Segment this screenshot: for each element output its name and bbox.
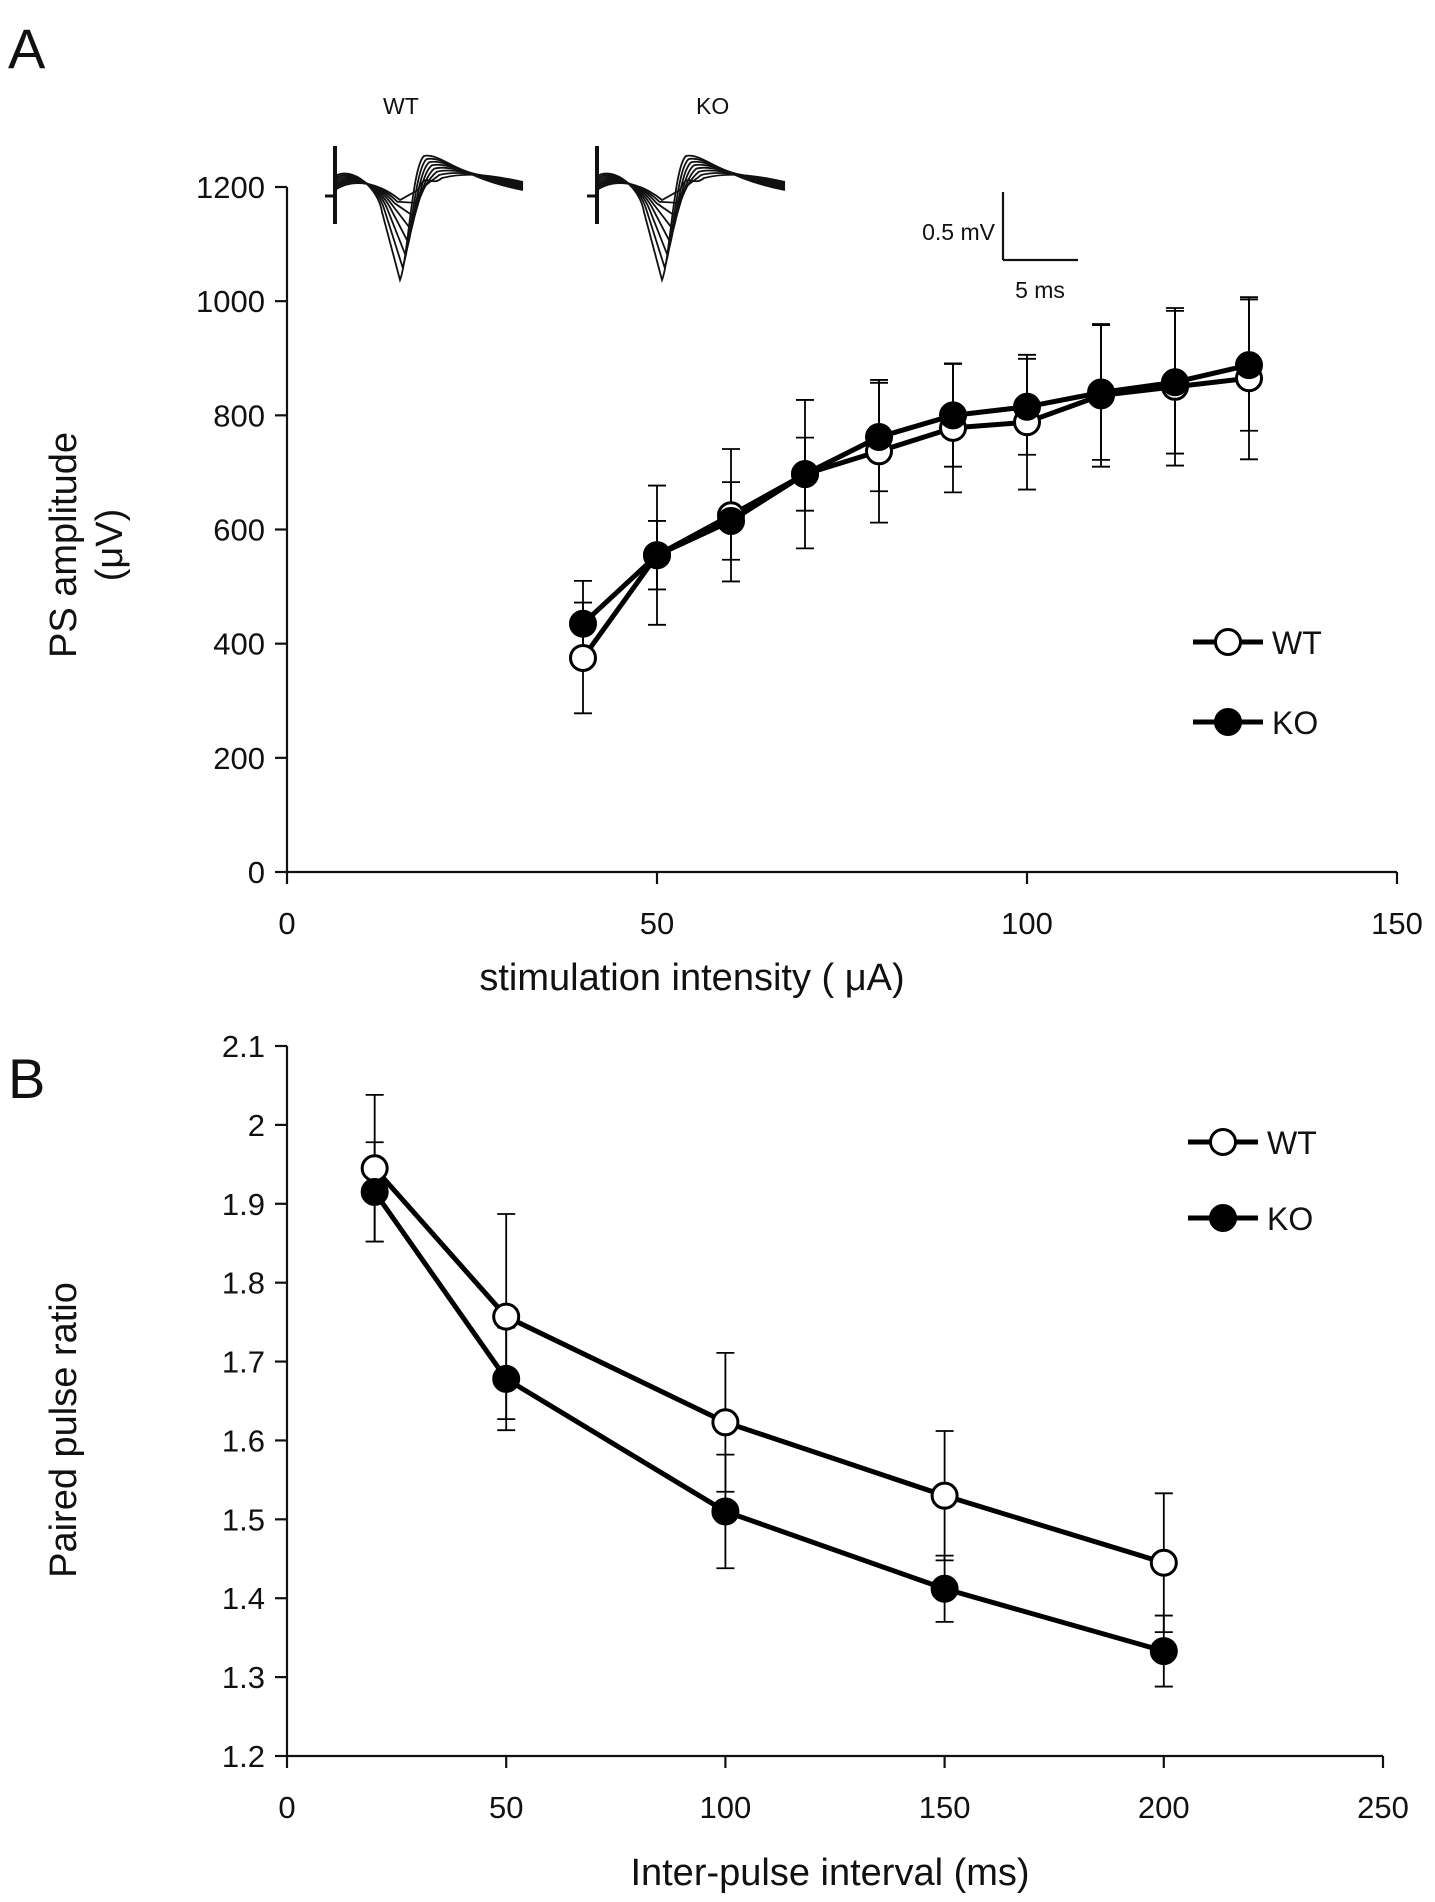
panel-b-y-tick-label: 1.4: [222, 1581, 265, 1616]
panel-b-y-tick-label: 1.9: [222, 1187, 265, 1222]
panel-a-letter: A: [8, 17, 46, 80]
panel-a-ko-line: [581, 362, 1250, 626]
panel-b-ko-line: [372, 1190, 1165, 1654]
panel-a-x-tick-label: 100: [1001, 906, 1053, 941]
panel-b-y-tick-label: 1.5: [222, 1502, 265, 1537]
panel-a-legend-wt-marker: [1214, 628, 1242, 656]
panel-a-wt-point: [569, 643, 597, 672]
panel-a-x-axis-title: stimulation intensity ( μA): [479, 957, 904, 999]
panel-a-trace-inset: WT KO 0.5 mV 5 ms: [325, 93, 1078, 303]
inset-trace-label-ko: KO: [696, 93, 729, 119]
panel-a-ko-point: [791, 460, 819, 489]
panel-a-ko-point: [939, 401, 967, 430]
panel-b-x-tick-label: 0: [278, 1790, 295, 1825]
panel-b-series: [360, 1094, 1178, 1688]
panel-a-y-tick-label: 800: [213, 398, 265, 433]
panel-a-axes: 0 200 400 600 800 1000 1200 0 50 100 150: [196, 170, 1423, 941]
panel-b-legend-wt-label: WT: [1267, 1125, 1317, 1161]
panel-a-legend: WT KO: [1193, 625, 1322, 741]
scale-bar: 0.5 mV 5 ms: [922, 192, 1078, 303]
panel-b-y-tick-label: 1.6: [222, 1423, 265, 1458]
panel-b-ko-point: [930, 1574, 959, 1603]
panel-a-x-tick-label: 150: [1371, 906, 1423, 941]
scale-bar-voltage-label: 0.5 mV: [922, 219, 996, 245]
panel-b-ko-point: [360, 1177, 389, 1206]
panel-b-x-tick-label: 100: [700, 1790, 752, 1825]
panel-b-x-tick-label: 200: [1138, 1790, 1190, 1825]
panel-b-axes: 1.2 1.3 1.4 1.5 1.6 1.7 1.8 1.9 2 2.1 0 50 100 150 200…: [222, 1029, 1409, 1825]
panel-a-ko-point: [569, 609, 597, 638]
panel-b-ko-point: [492, 1364, 521, 1393]
panel-a-x-tick-label: 50: [640, 906, 674, 941]
panel-a-ko-point: [1161, 368, 1189, 397]
panel-a-ko-point: [1235, 351, 1263, 380]
panel-b-y-tick-label: 1.7: [222, 1345, 265, 1380]
panel-b-ko-point: [711, 1497, 740, 1526]
panel-b-wt-line: [372, 1166, 1165, 1566]
panel-b-ko-point: [1149, 1637, 1178, 1666]
panel-b-y-axis-title: Paired pulse ratio: [43, 1282, 85, 1578]
panel-a-ko-point: [1087, 378, 1115, 407]
inset-trace-label-wt: WT: [383, 93, 419, 119]
panel-a-y-tick-label: 400: [213, 627, 265, 662]
panel-a-legend-wt-label: WT: [1272, 625, 1322, 661]
panel-b-legend-ko-marker: [1209, 1204, 1237, 1232]
panel-b: B 1.2 1.3 1.4 1.5 1.6 1.7 1.8 1.9 2 2.1 0 50 100 150 2…: [8, 1029, 1409, 1894]
panel-a-y-axis-title-line-2: (μV): [89, 509, 131, 582]
panel-b-x-axis-title: Inter-pulse interval (ms): [630, 1852, 1029, 1894]
panel-b-letter: B: [8, 1047, 45, 1110]
panel-b-x-tick-label: 250: [1357, 1790, 1409, 1825]
panel-a-x-tick-label: 0: [278, 906, 295, 941]
ko-field-potential-traces: [587, 146, 786, 283]
panel-a-y-axis-title-line-1: PS amplitude: [43, 432, 85, 658]
panel-a-y-tick-label: 200: [213, 741, 265, 776]
panel-b-legend-wt-marker: [1209, 1128, 1237, 1156]
ko-trace: [596, 154, 786, 283]
panel-a-legend-ko-label: KO: [1272, 705, 1318, 741]
wt-field-potential-traces: [325, 146, 524, 283]
panel-b-legend-ko-label: KO: [1267, 1201, 1313, 1237]
panel-a-wt-line: [580, 375, 1250, 660]
panel-a-y-tick-label: 1200: [196, 170, 265, 205]
panel-b-y-tick-label: 2.1: [222, 1029, 265, 1064]
panel-a-ko-point: [1013, 392, 1041, 421]
panel-b-y-tick-label: 2: [248, 1108, 265, 1143]
panel-a-series: [569, 296, 1263, 715]
panel-a: A 0 200 400 600 800 1000 1200 0 50 100 150 WT KO 0…: [8, 17, 1423, 999]
panel-b-wt-point: [1149, 1548, 1178, 1577]
wt-trace: [334, 154, 524, 283]
scale-bar-time-label: 5 ms: [1015, 277, 1065, 303]
panel-a-y-tick-label: 600: [213, 513, 265, 548]
panel-b-wt-point: [360, 1154, 389, 1183]
panel-a-legend-ko-marker: [1214, 708, 1242, 736]
panel-a-ko-point: [865, 423, 893, 452]
panel-b-wt-point: [711, 1408, 740, 1437]
panel-b-y-tick-label: 1.8: [222, 1266, 265, 1301]
panel-a-y-tick-label: 1000: [196, 284, 265, 319]
panel-a-y-tick-label: 0: [248, 855, 265, 890]
panel-a-y-axis-title: PS amplitude (μV): [43, 432, 131, 658]
panel-b-x-tick-label: 50: [489, 1790, 523, 1825]
panel-a-ko-point: [717, 506, 745, 535]
panel-a-ko-point: [643, 541, 671, 570]
panel-b-wt-point: [930, 1481, 959, 1510]
panel-b-y-tick-label: 1.2: [222, 1739, 265, 1774]
panel-b-x-tick-label: 150: [919, 1790, 971, 1825]
panel-b-y-tick-label: 1.3: [222, 1660, 265, 1695]
panel-b-wt-point: [492, 1302, 521, 1331]
panel-b-legend: WT KO: [1188, 1125, 1317, 1237]
